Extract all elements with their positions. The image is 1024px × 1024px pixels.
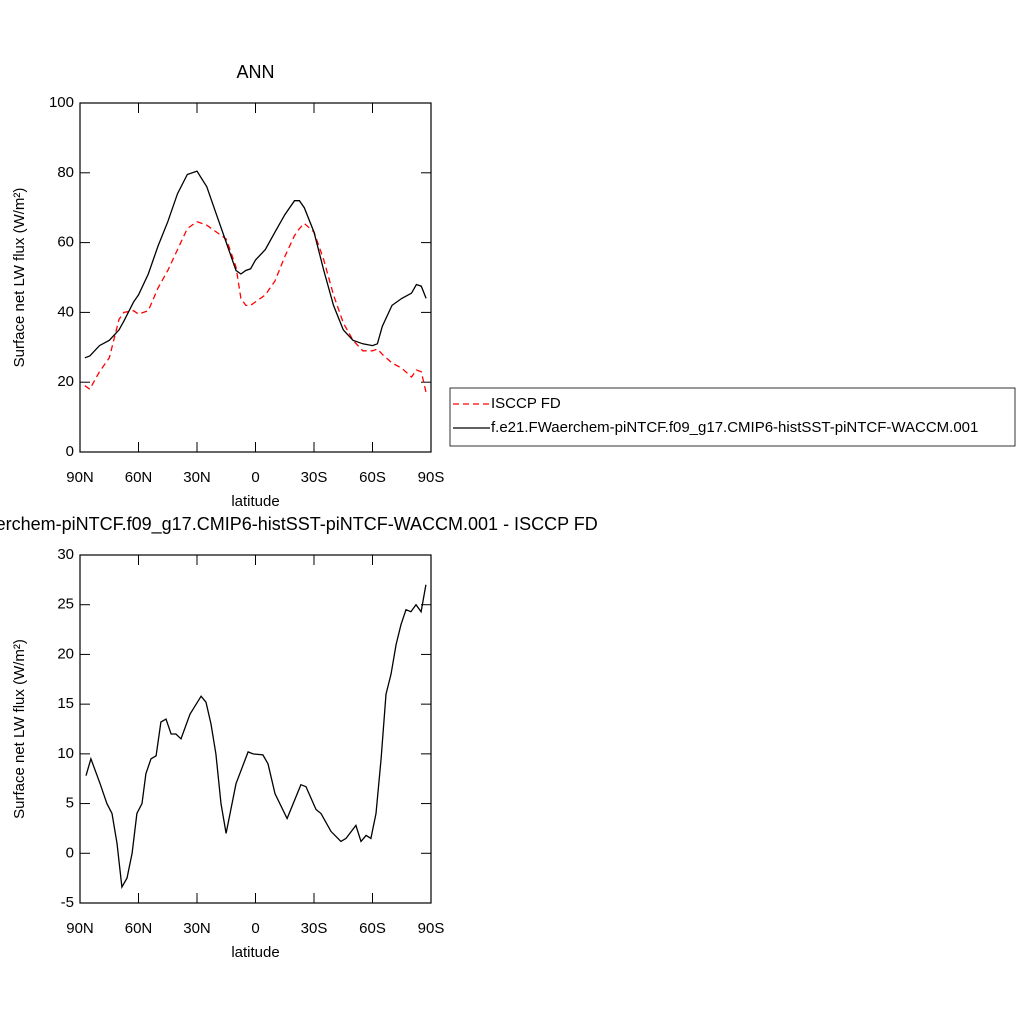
y-tick-label: 80 xyxy=(57,164,74,181)
x-tick-label: 0 xyxy=(251,920,259,937)
x-tick-label: 60S xyxy=(359,469,386,486)
chart-title: ANN xyxy=(236,62,274,82)
x-tick-label: 60N xyxy=(125,920,153,937)
x-tick-label: 30S xyxy=(301,469,328,486)
y-tick-label: 30 xyxy=(57,546,74,563)
x-tick-label: 60N xyxy=(125,469,153,486)
y-tick-label: 15 xyxy=(57,695,74,712)
x-tick-label: 0 xyxy=(251,469,259,486)
y-tick-label: 20 xyxy=(57,373,74,390)
y-tick-label: 10 xyxy=(57,745,74,762)
x-tick-label: 90S xyxy=(418,920,445,937)
y-tick-label: 20 xyxy=(57,645,74,662)
y-axis-label: Surface net LW flux (W/m²) xyxy=(11,188,28,368)
y-axis-label: Surface net LW flux (W/m²) xyxy=(11,639,28,819)
x-tick-label: 90N xyxy=(66,469,94,486)
x-axis-label: latitude xyxy=(231,944,279,961)
y-tick-label: 5 xyxy=(66,795,74,812)
legend-label: f.e21.FWaerchem-piNTCF.f09_g17.CMIP6-his… xyxy=(491,419,978,436)
x-tick-label: 90S xyxy=(418,469,445,486)
data-line xyxy=(85,584,427,890)
x-tick-label: 90N xyxy=(66,920,94,937)
y-tick-label: 40 xyxy=(57,303,74,320)
x-axis-label: latitude xyxy=(231,493,279,510)
y-tick-label: 100 xyxy=(49,94,74,111)
y-tick-label: 25 xyxy=(57,596,74,613)
y-tick-label: 0 xyxy=(66,844,74,861)
legend-box xyxy=(449,387,1016,447)
x-tick-label: 30S xyxy=(301,920,328,937)
chart-title: f.e21.FWaerchem-piNTCF.f09_g17.CMIP6-his… xyxy=(0,514,598,535)
x-tick-label: 60S xyxy=(359,920,386,937)
y-tick-label: 60 xyxy=(57,234,74,251)
legend-label: ISCCP FD xyxy=(491,395,561,412)
plot-frame xyxy=(79,102,432,453)
y-tick-label: -5 xyxy=(61,894,74,911)
data-line xyxy=(84,220,427,393)
y-tick-label: 0 xyxy=(66,443,74,460)
x-tick-label: 30N xyxy=(183,920,211,937)
data-line xyxy=(84,170,427,359)
x-tick-label: 30N xyxy=(183,469,211,486)
